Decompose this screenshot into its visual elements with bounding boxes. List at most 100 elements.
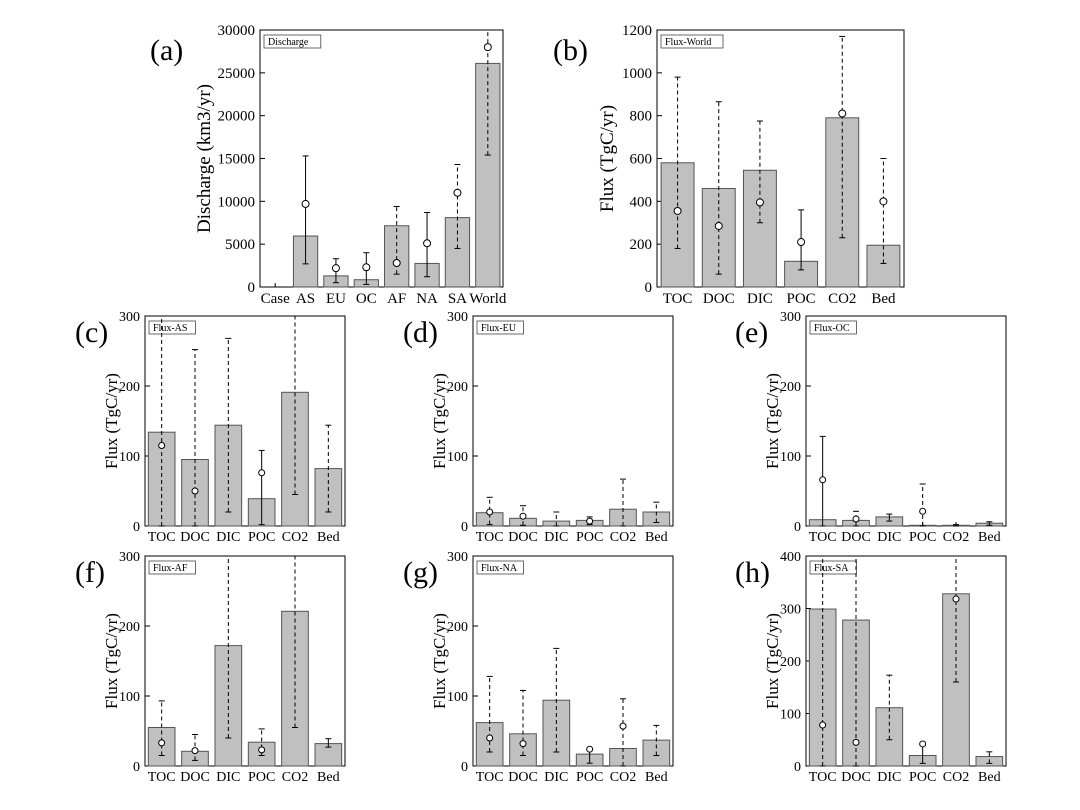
reference-marker [797, 238, 806, 247]
plot-frame [144, 555, 346, 767]
y-axis-label: Flux (TgC/yr) [763, 613, 782, 709]
y-axis-label: Flux (TgC/yr) [430, 373, 449, 469]
x-tick-label: TOC [148, 530, 176, 545]
chart-panel-a: (a) 0 5000 10000 15000 20000 25000 30000 Dischar… [150, 23, 507, 307]
x-tick-label: CO2 [282, 770, 308, 785]
reference-marker [191, 487, 199, 495]
reference-marker [191, 747, 199, 755]
reference-marker [486, 508, 494, 516]
y-tick-label: 300 [780, 310, 801, 325]
reference-marker [453, 188, 462, 197]
x-tick-label: DIC [877, 530, 901, 545]
y-tick-label: 100 [119, 450, 140, 465]
y-tick-label: 200 [119, 620, 140, 635]
reference-marker [486, 734, 494, 742]
x-tick-label: TOC [809, 530, 837, 545]
y-tick-label: 100 [119, 690, 140, 705]
reference-marker [301, 199, 310, 208]
y-tick-label: 300 [447, 550, 468, 565]
panel-label: (b) [553, 34, 588, 67]
y-tick-label: 30000 [218, 23, 256, 39]
reference-marker [392, 259, 401, 268]
y-tick-label: 600 [630, 152, 653, 168]
x-tick-label: DOC [703, 291, 735, 307]
y-tick-label: 15000 [218, 152, 256, 168]
x-tick-label: POC [786, 291, 815, 307]
y-tick-label: 1000 [622, 66, 652, 82]
chart-panel-c: (c) 0 100 200 300 Flux (TgC/yr) Flux-AS TOC DOC D… [75, 310, 346, 545]
legend-box [148, 560, 196, 575]
y-tick-label: 0 [248, 280, 256, 296]
x-tick-label: TOC [476, 770, 504, 785]
reference-marker [362, 263, 371, 272]
y-tick-label: 10000 [218, 194, 256, 210]
x-tick-label: AF [387, 291, 406, 307]
y-tick-label: 25000 [218, 66, 256, 82]
legend-box [660, 34, 724, 49]
x-tick-label: DIC [544, 770, 568, 785]
legend-label: Flux-AF [153, 563, 188, 574]
x-tick-label: TOC [809, 770, 837, 785]
legend-label: Flux-AS [153, 323, 187, 334]
y-tick-label: 100 [780, 708, 801, 723]
legend-label: Flux-NA [481, 563, 518, 574]
reference-marker [879, 197, 888, 206]
x-tick-label: POC [248, 530, 275, 545]
legend-box [476, 320, 524, 335]
reference-marker [852, 515, 860, 523]
panel-label: (a) [150, 34, 183, 67]
panel-label: (c) [75, 316, 108, 349]
x-tick-label: TOC [148, 770, 176, 785]
reference-marker [838, 109, 847, 118]
y-axis-label: Flux (TgC/yr) [763, 373, 782, 469]
panel-label: (e) [735, 316, 768, 349]
x-tick-label: Bed [317, 770, 340, 785]
y-tick-label: 0 [461, 760, 468, 775]
x-tick-label: NA [416, 291, 438, 307]
plot-frame [472, 315, 674, 527]
x-tick-label: TOC [663, 291, 693, 307]
y-tick-label: 0 [794, 760, 801, 775]
panel-label: (h) [735, 556, 770, 589]
y-tick-label: 100 [447, 690, 468, 705]
chart-panel-b: (b) 0 200 400 600 800 1000 1200 Flux (TgC/yr) Flu… [553, 23, 905, 307]
x-tick-label: CO2 [943, 770, 969, 785]
legend-box [263, 34, 322, 49]
bar [542, 699, 571, 767]
x-tick-label: CO2 [943, 530, 969, 545]
legend-box [148, 320, 196, 335]
y-tick-label: 300 [780, 603, 801, 618]
x-tick-label: Bed [978, 770, 1001, 785]
reference-marker [755, 198, 764, 207]
y-axis-label: Flux (TgC/yr) [430, 613, 449, 709]
bar [475, 62, 501, 288]
x-tick-label: CO2 [610, 530, 636, 545]
legend-label: Flux-World [665, 37, 711, 48]
x-tick-label: AS [296, 291, 315, 307]
x-tick-label: DOC [841, 770, 871, 785]
legend-label: Discharge [268, 37, 309, 48]
y-tick-label: 0 [645, 280, 653, 296]
y-tick-label: 200 [630, 237, 653, 253]
panel-label: (d) [403, 316, 438, 349]
reference-marker [158, 739, 166, 747]
reference-marker [519, 512, 527, 520]
x-tick-label: DIC [216, 770, 240, 785]
panel-label: (f) [75, 556, 105, 589]
y-tick-label: 1200 [622, 23, 652, 39]
x-tick-label: CO2 [282, 530, 308, 545]
y-tick-label: 300 [119, 550, 140, 565]
reference-marker [919, 507, 927, 515]
reference-marker [258, 469, 266, 477]
y-tick-label: 0 [461, 520, 468, 535]
chart-panel-h: (h) 0 100 200 300 400 Flux (TgC/yr) Flux-SA TOC D… [735, 550, 1007, 785]
reference-marker [331, 264, 340, 273]
legend-label: Flux-SA [814, 563, 849, 574]
reference-marker [586, 745, 594, 753]
legend-label: Flux-EU [481, 323, 517, 334]
reference-marker [952, 595, 960, 603]
reference-marker [423, 239, 432, 248]
y-tick-label: 200 [780, 380, 801, 395]
reference-marker [519, 740, 527, 748]
